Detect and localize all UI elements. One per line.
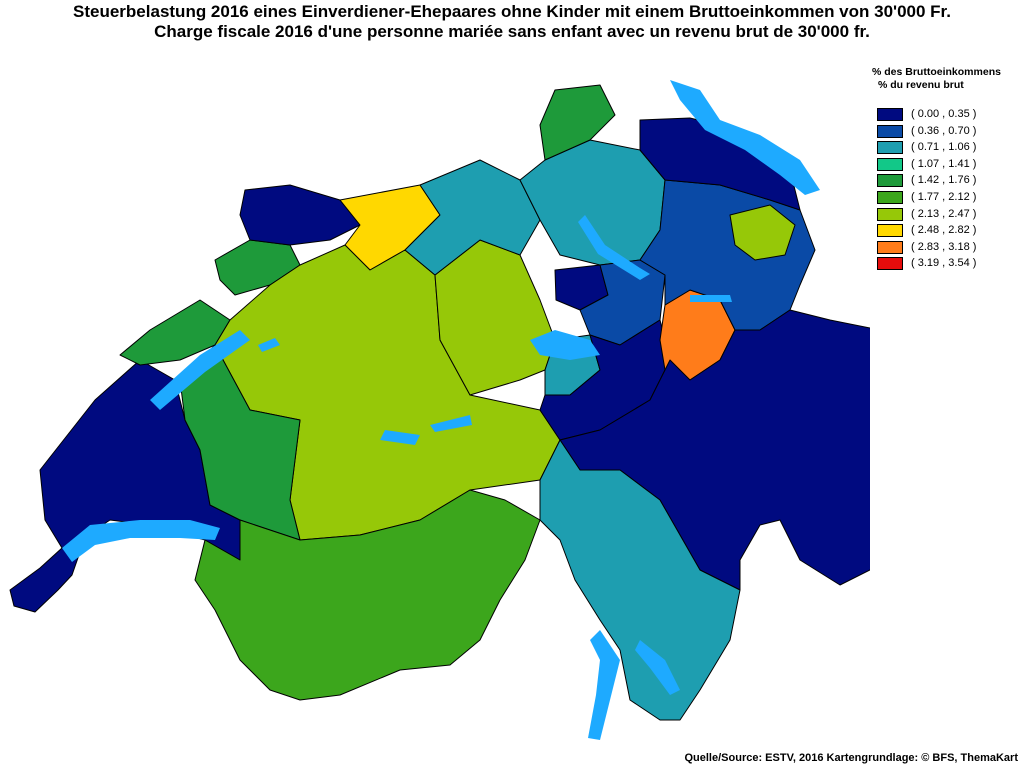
legend-range-label: ( 0.36 , 0.70 ) bbox=[911, 124, 977, 137]
lake-thun bbox=[380, 430, 420, 445]
lakes bbox=[62, 80, 820, 740]
lake-zurich bbox=[578, 215, 650, 280]
lake-neuchatel bbox=[150, 330, 250, 410]
legend-range-label: ( 1.07 , 1.41 ) bbox=[911, 157, 977, 170]
legend-swatch bbox=[877, 224, 903, 238]
canton-appenzell bbox=[729, 204, 796, 261]
legend-swatch bbox=[877, 257, 903, 271]
canton-thurgau bbox=[639, 117, 801, 211]
canton-zurich bbox=[519, 139, 666, 266]
map-title-french: Charge fiscale 2016 d'une personne marié… bbox=[154, 22, 870, 41]
legend-swatch bbox=[877, 124, 903, 138]
legend-swatch bbox=[877, 141, 903, 155]
legend-swatch bbox=[877, 108, 903, 121]
legend-range-label: ( 2.83 , 3.18 ) bbox=[911, 240, 977, 253]
lake-constance bbox=[670, 80, 820, 195]
legend-heading-french: % du revenu brut bbox=[878, 79, 964, 91]
legend-swatch bbox=[877, 240, 903, 254]
legend-range-label: ( 0.71 , 1.06 ) bbox=[911, 141, 977, 154]
lake-biel bbox=[258, 338, 280, 352]
legend-heading-german: % des Bruttoeinkommens bbox=[872, 66, 1001, 78]
canton-schaffhausen bbox=[539, 84, 616, 161]
legend-swatch bbox=[877, 207, 903, 221]
lake-lugano bbox=[635, 640, 680, 695]
legend-range-label: ( 0.00 , 0.35 ) bbox=[911, 108, 977, 120]
canton-valais bbox=[194, 489, 541, 701]
canton-aargau bbox=[404, 159, 541, 276]
legend-swatch bbox=[877, 190, 903, 204]
canton-basel bbox=[239, 184, 361, 246]
lake-lucerne bbox=[530, 330, 600, 360]
legend-range-label: ( 3.19 , 3.54 ) bbox=[911, 257, 977, 270]
lake-maggiore bbox=[588, 630, 620, 740]
legend-swatch bbox=[877, 174, 903, 188]
lake-brienz bbox=[430, 415, 472, 432]
map-title-german: Steuerbelastung 2016 eines Einverdiener-… bbox=[73, 2, 951, 21]
lake-geneva bbox=[62, 520, 220, 562]
source-note: Quelle/Source: ESTV, 2016 Kartengrundlag… bbox=[684, 752, 1018, 764]
legend-swatch bbox=[877, 157, 903, 171]
legend-range-label: ( 1.42 , 1.76 ) bbox=[911, 174, 977, 187]
legend-range-label: ( 2.48 , 2.82 ) bbox=[911, 224, 977, 237]
canton-ticino bbox=[539, 439, 741, 721]
canton-geneve bbox=[9, 547, 81, 613]
legend-range-label: ( 2.13 , 2.47 ) bbox=[911, 207, 977, 220]
lake-walen bbox=[690, 295, 732, 302]
legend-range-label: ( 1.77 , 2.12 ) bbox=[911, 190, 977, 203]
switzerland-choropleth-map bbox=[9, 80, 870, 740]
